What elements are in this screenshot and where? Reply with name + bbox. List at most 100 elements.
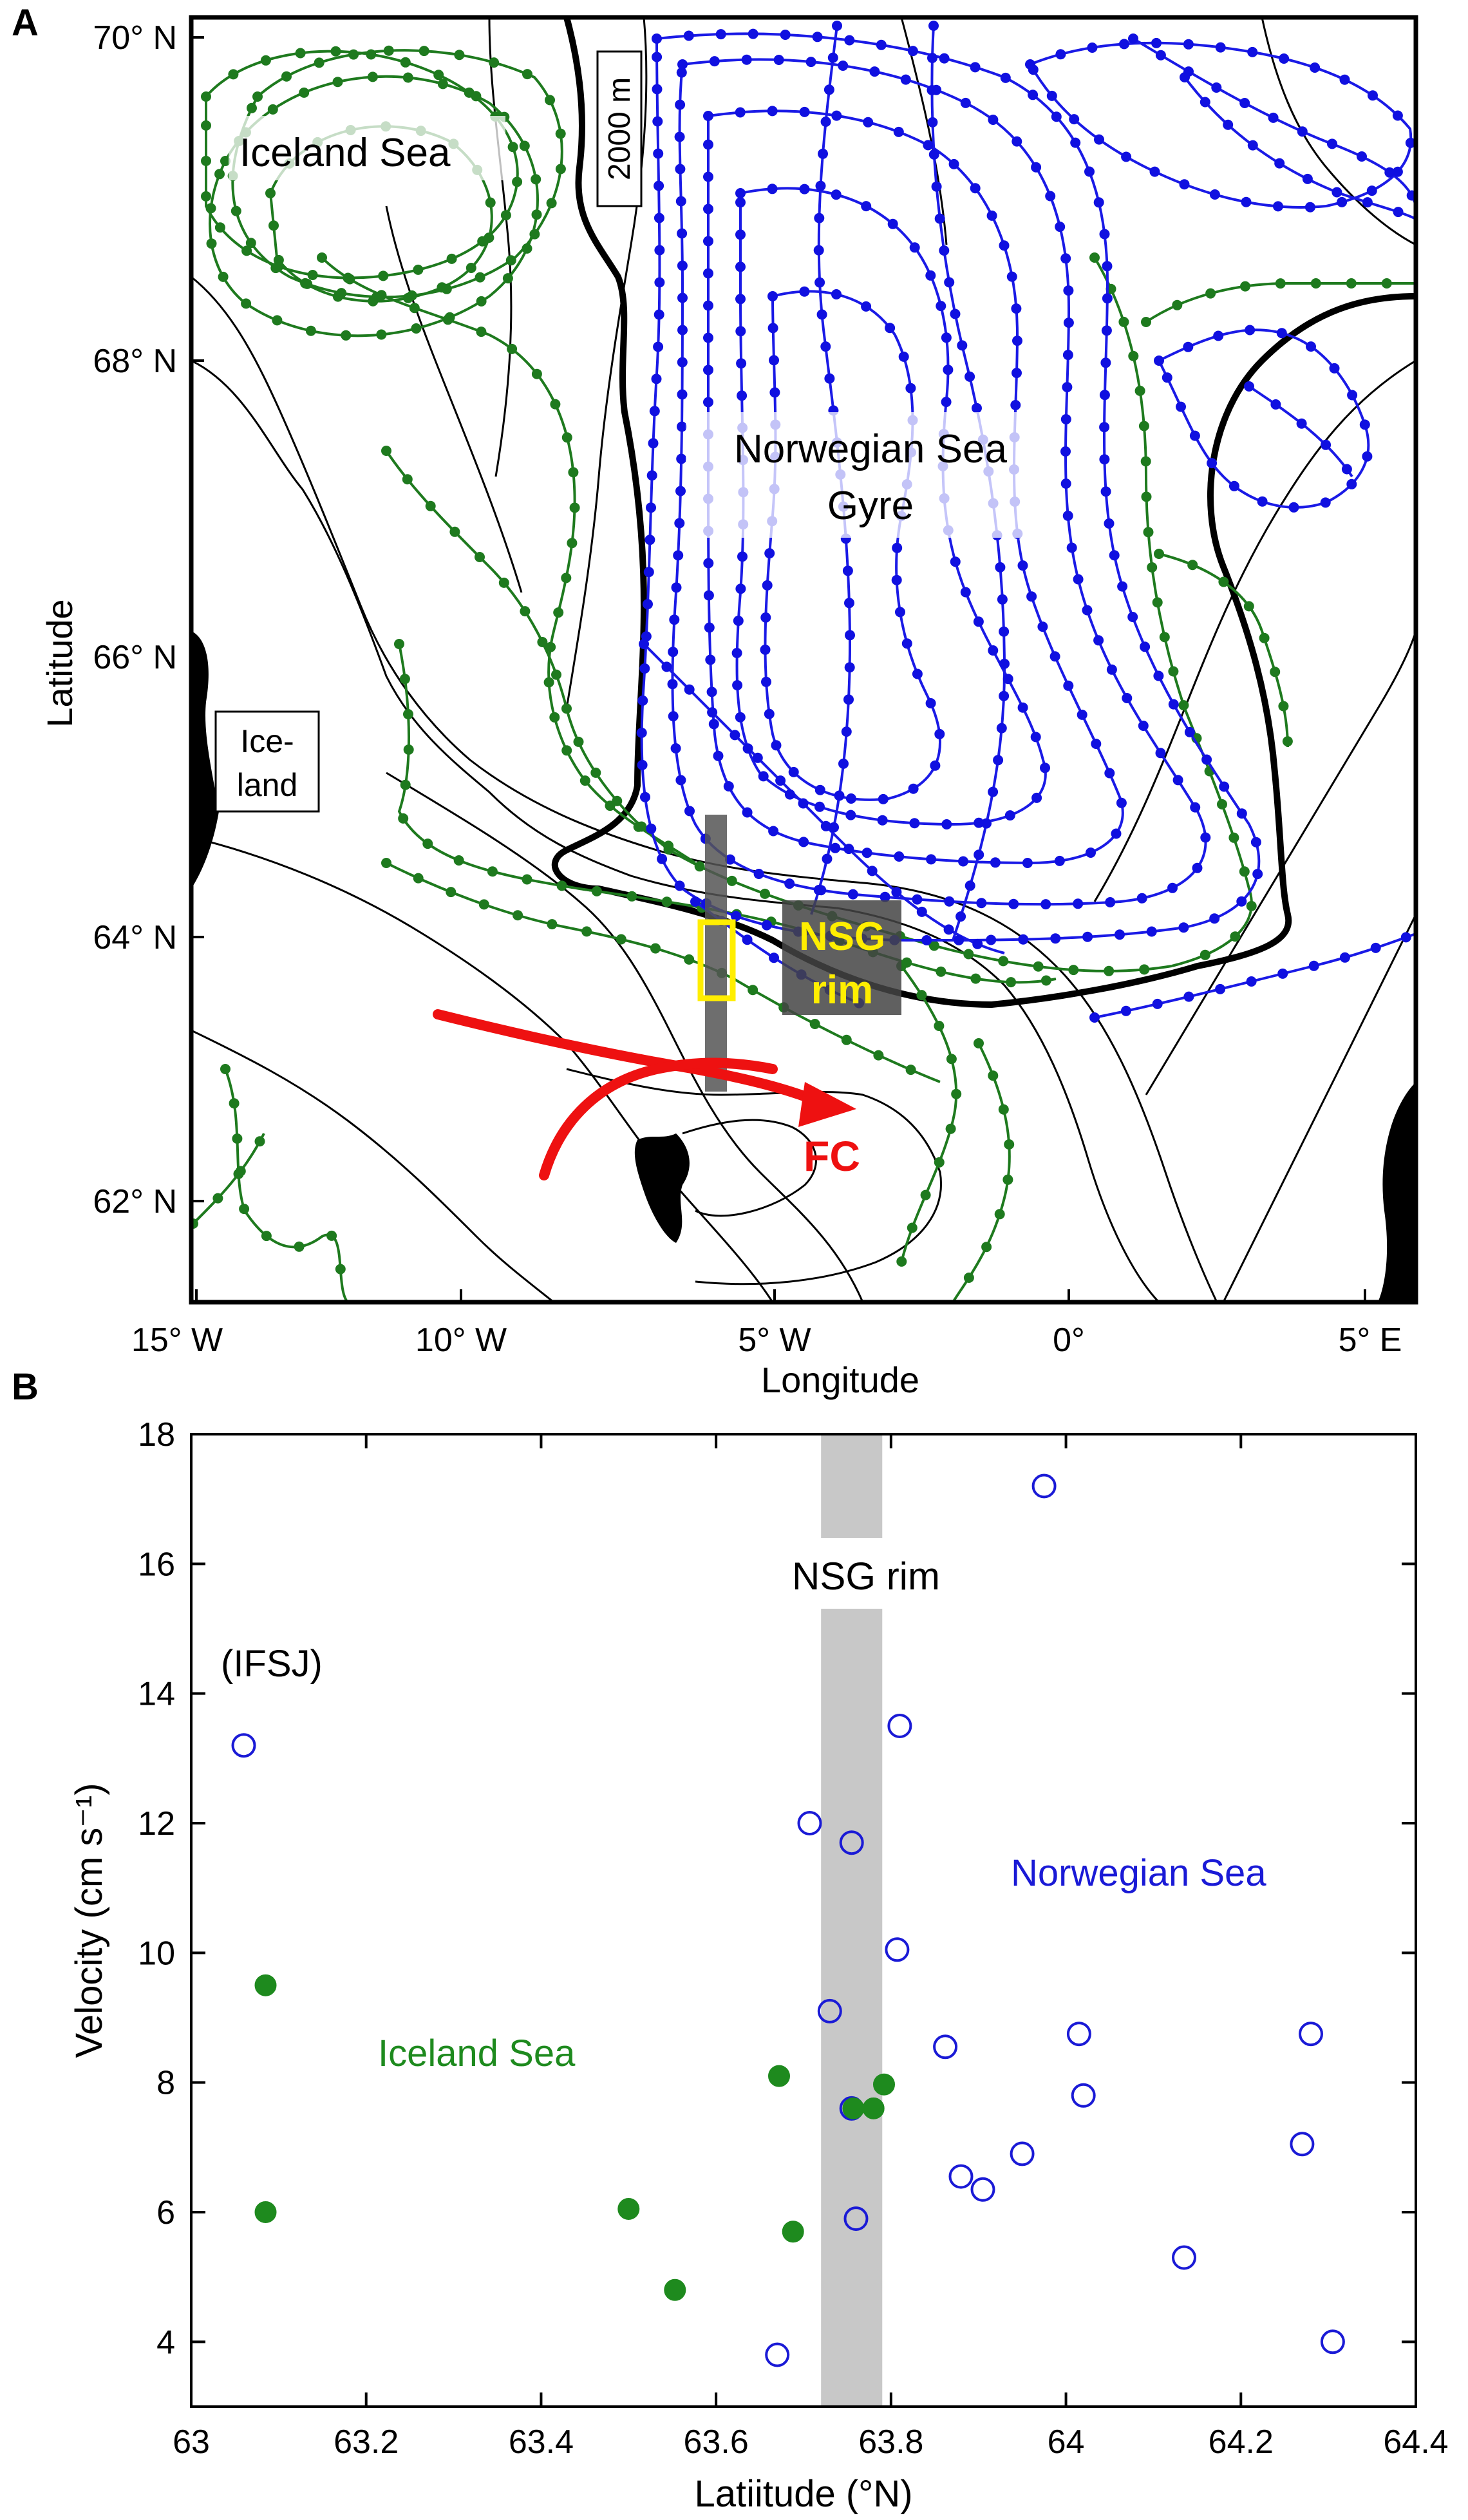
float-position-dot: [466, 263, 476, 273]
float-position-dot: [965, 880, 975, 891]
float-position-dot: [332, 291, 343, 302]
float-position-dot: [1102, 261, 1113, 272]
float-position-dot: [1244, 381, 1254, 392]
float-position-dot: [981, 818, 992, 829]
float-position-dot: [769, 355, 779, 366]
iceland-label-box: [214, 710, 320, 813]
float-position-dot: [1275, 278, 1286, 289]
map-y-tick-1: 68° N: [93, 343, 177, 380]
float-position-dot: [820, 341, 831, 352]
float-position-dot: [673, 550, 684, 561]
float-position-dot: [1276, 328, 1287, 339]
float-position-dot: [1405, 137, 1416, 148]
float-position-dot: [928, 149, 939, 160]
float-position-dot: [1030, 732, 1041, 743]
float-position-dot: [950, 556, 961, 567]
float-position-dot: [715, 29, 726, 40]
float-position-dot: [590, 767, 601, 778]
float-position-dot: [1099, 422, 1110, 433]
float-position-dot: [675, 99, 686, 110]
float-position-dot: [1138, 721, 1149, 731]
float-position-dot: [944, 277, 955, 288]
norwegian-sea-gyre-label-box: [686, 412, 1056, 538]
float-position-dot: [413, 873, 424, 884]
float-position-dot: [1084, 166, 1095, 177]
float-position-dot: [1040, 975, 1051, 986]
float-position-dot: [1068, 965, 1079, 976]
float-position-dot: [760, 612, 771, 623]
float-position-dot: [330, 46, 341, 57]
float-position-dot: [1239, 866, 1250, 877]
float-position-dot: [843, 694, 854, 705]
float-position-dot: [212, 1193, 223, 1204]
float-position-dot: [927, 53, 937, 63]
float-position-dot: [948, 158, 959, 169]
float-position-dot: [909, 242, 920, 253]
float-position-dot: [1274, 158, 1285, 169]
float-position-dot: [861, 848, 872, 858]
float-position-dot: [1211, 82, 1222, 93]
float-position-dot: [531, 368, 542, 379]
float-position-dot: [1393, 207, 1404, 218]
float-position-dot: [1321, 439, 1332, 450]
float-position-dot: [1306, 341, 1316, 352]
float-position-dot: [735, 294, 746, 305]
float-position-dot: [1111, 828, 1122, 839]
float-position-dot: [1168, 699, 1179, 710]
y-tick-label: 6: [156, 2194, 175, 2231]
float-position-dot: [1223, 119, 1234, 130]
norwegian-sea-point-4: [839, 1830, 864, 1855]
float-position-dot: [579, 775, 590, 786]
float-position-dot: [829, 822, 839, 833]
float-position-dot: [1010, 400, 1021, 410]
float-position-dot: [814, 801, 825, 812]
float-position-dot: [1346, 478, 1357, 489]
float-position-dot: [667, 679, 678, 690]
float-position-dot: [677, 59, 688, 70]
float-position-dot: [1100, 486, 1111, 497]
float-position-dot: [927, 117, 938, 128]
float-position-dot: [822, 853, 833, 864]
float-position-dot: [707, 707, 718, 718]
float-position-dot: [927, 85, 937, 95]
float-position-dot: [703, 204, 713, 214]
float-position-dot: [812, 32, 823, 43]
float-position-dot: [398, 813, 409, 824]
float-position-dot: [1215, 42, 1226, 53]
float-position-dot: [1236, 808, 1247, 819]
float-position-dot: [731, 911, 741, 922]
float-position-dot: [764, 548, 775, 559]
float-position-dot: [876, 39, 887, 50]
float-position-dot: [1159, 632, 1170, 643]
float-position-dot: [955, 911, 966, 922]
float-position-dot: [522, 243, 532, 254]
float-position-dot: [861, 301, 872, 312]
float-position-dot: [437, 79, 448, 90]
float-position-dot: [294, 1241, 305, 1252]
float-position-dot: [1011, 303, 1022, 314]
float-position-dot: [895, 607, 905, 618]
float-position-dot: [972, 938, 983, 949]
float-position-dot: [512, 176, 523, 187]
float-position-dot: [845, 810, 856, 820]
float-position-dot: [299, 87, 310, 98]
float-position-dot: [1017, 560, 1028, 571]
float-position-dot: [1055, 49, 1066, 60]
float-position-dot: [974, 849, 984, 860]
float-position-dot: [476, 296, 487, 307]
float-position-dot: [838, 61, 849, 71]
float-position-dot: [1247, 46, 1258, 57]
float-position-dot: [1406, 190, 1416, 201]
float-position-dot: [1172, 775, 1183, 786]
float-position-dot: [567, 538, 578, 549]
norwegian-sea-annotation: Norwegian Sea: [1011, 1852, 1266, 1894]
float-position-dot: [704, 622, 715, 633]
x-tick-label: 63.6: [684, 2423, 749, 2461]
float-position-dot: [1346, 278, 1357, 289]
float-position-dot: [670, 743, 681, 753]
float-position-dot: [239, 1204, 250, 1215]
float-position-dot: [736, 358, 747, 369]
float-position-dot: [742, 807, 753, 818]
float-position-dot: [847, 889, 858, 900]
float-position-dot: [669, 614, 680, 625]
